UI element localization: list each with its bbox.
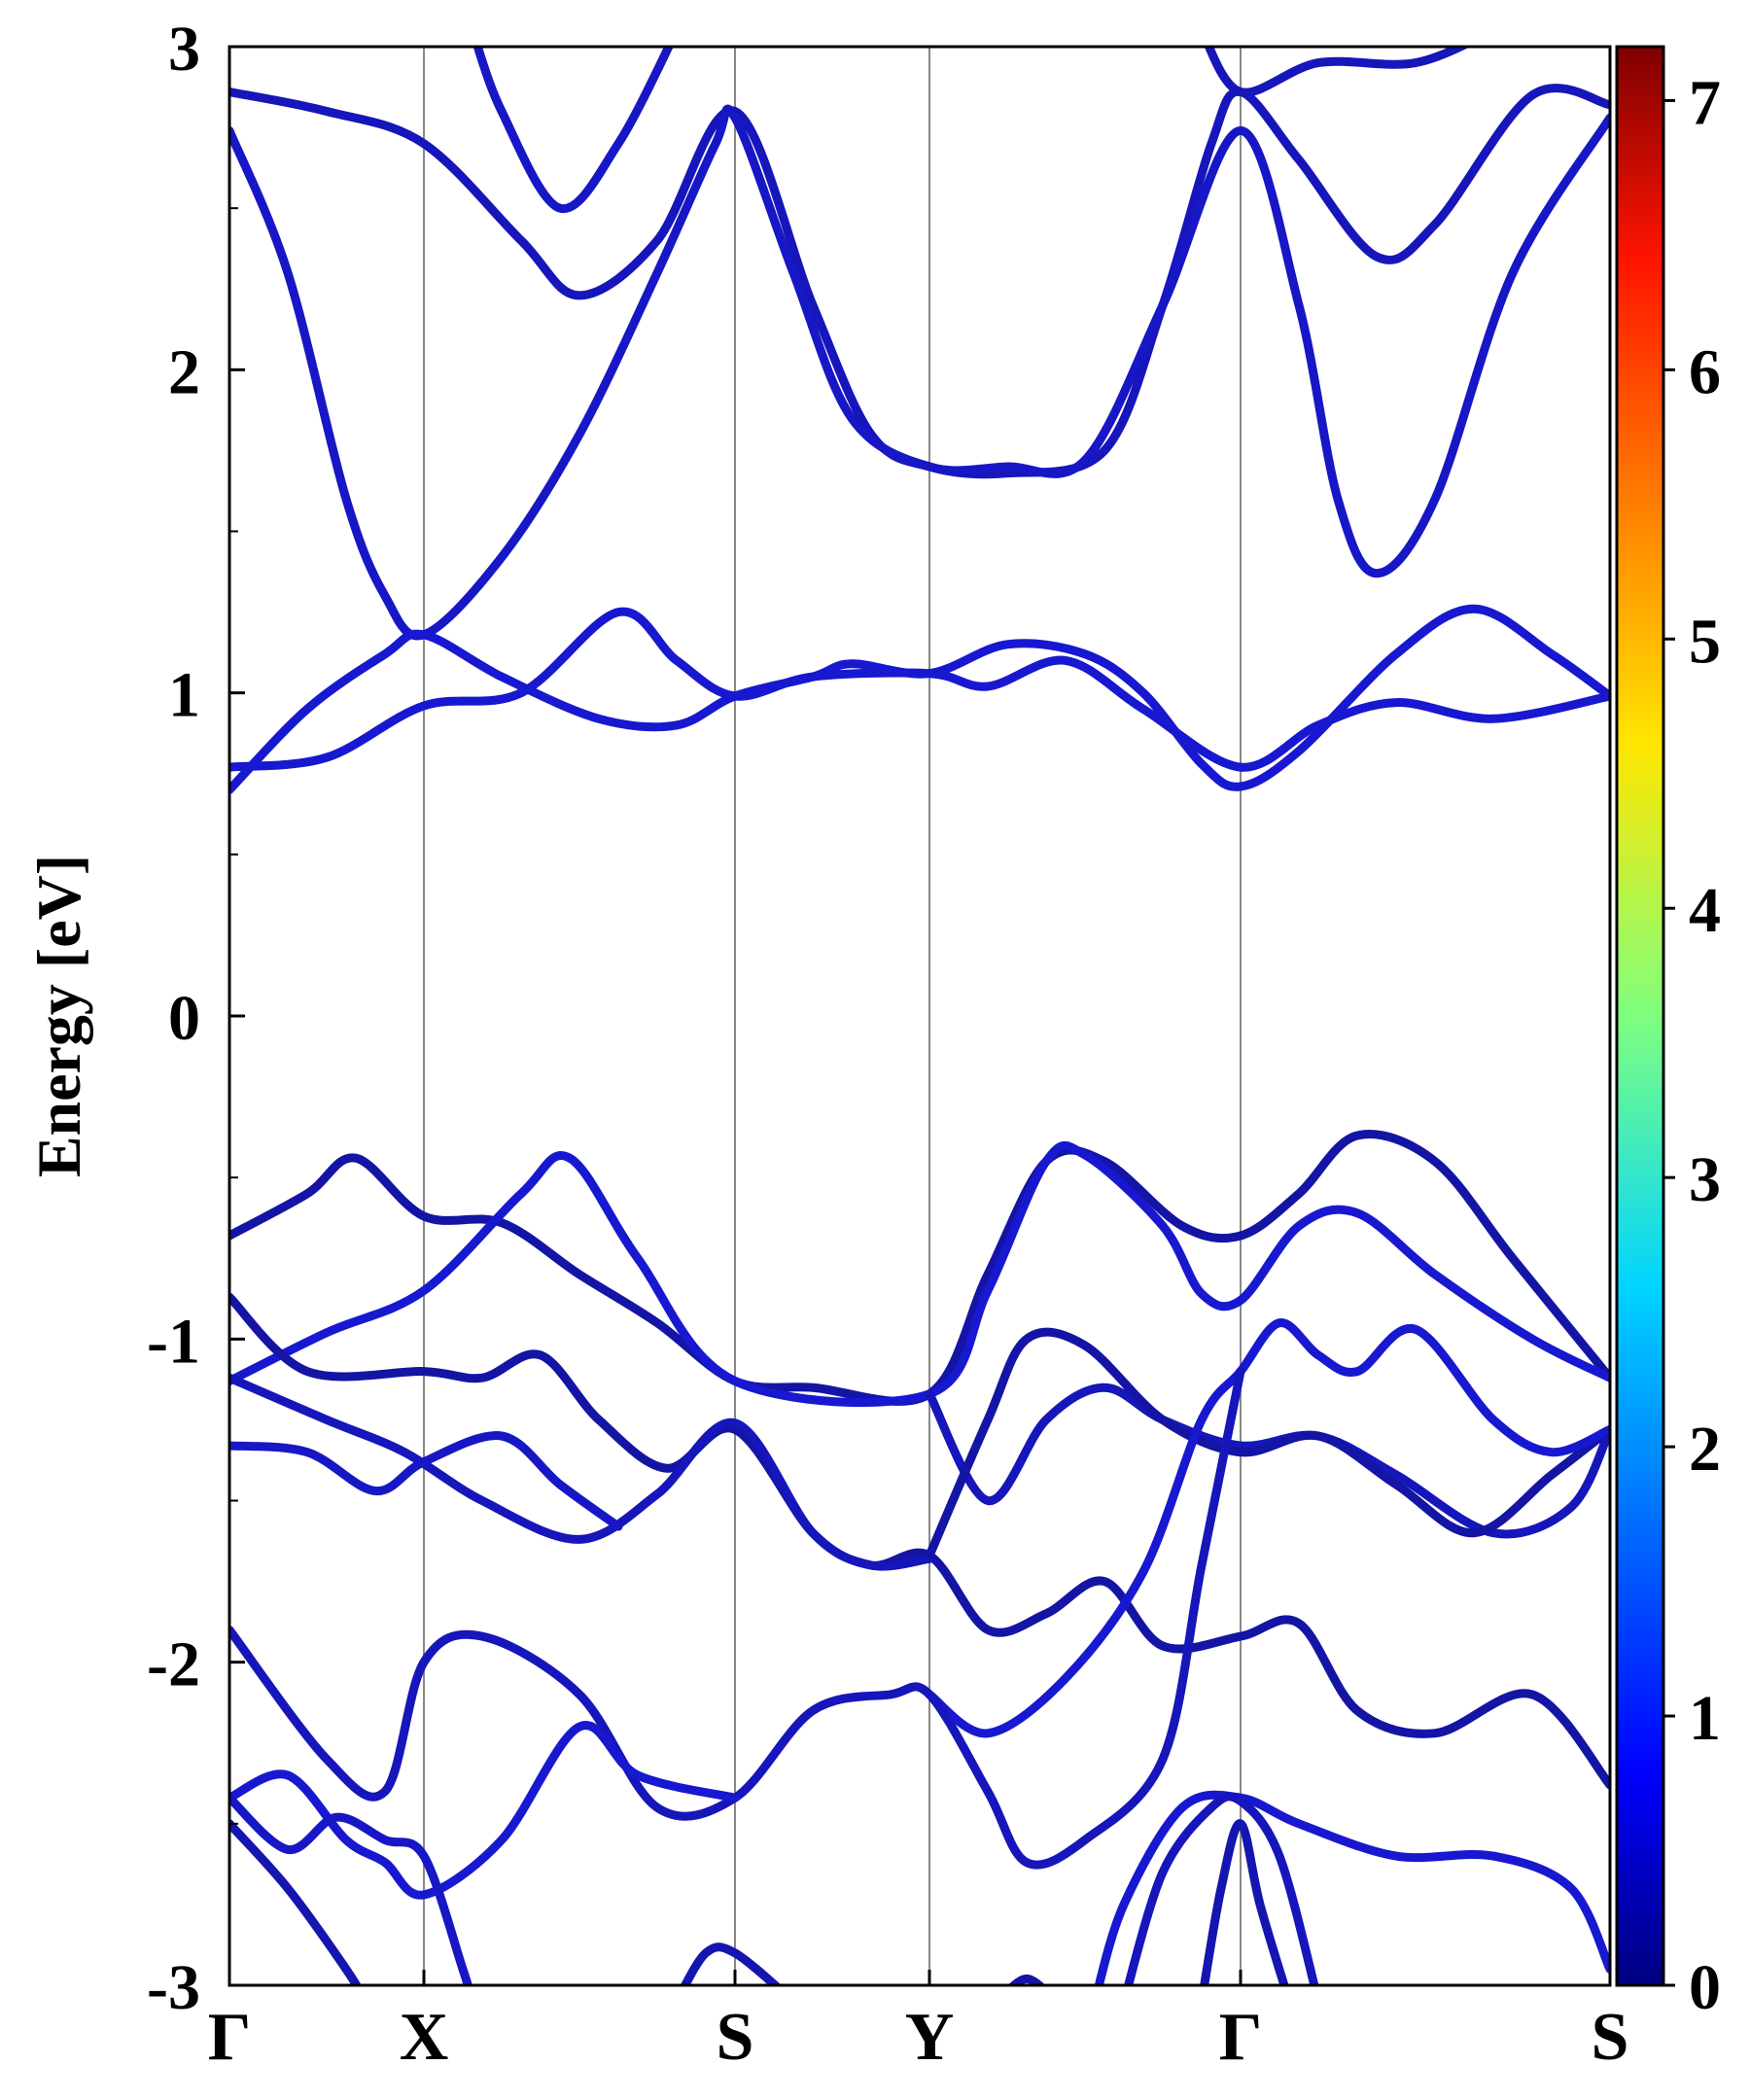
colorbar: 0 1 2 3 4 5 6 7 [1615,45,1721,2023]
colorbar-gradient [1615,45,1665,1987]
colorbar-tick-label-5: 5 [1689,606,1721,677]
band-20 [1007,1974,1046,1985]
x-tick-label-0: Γ [208,2000,252,2075]
x-tick-label-1: X [400,2000,449,2075]
colorbar-tick-label-3: 3 [1689,1144,1721,1215]
y-tick-label-4: 1 [168,660,200,731]
y-tick-label-5: 2 [168,336,200,407]
band-22 [1123,1792,1319,1985]
colorbar-tick-label-6: 6 [1689,336,1721,407]
plot-background [229,47,1610,1985]
band-18 [229,1819,362,1985]
band-17 [229,1793,473,1985]
y-axis: -3 -2 -1 0 1 2 3 [147,14,245,2023]
colorbar-tick-label-4: 4 [1689,875,1721,946]
band-lines [229,47,1610,1985]
band-19 [680,1942,783,1985]
x-tick-label-4: Γ [1219,2000,1263,2075]
band-13 [925,1327,1610,1560]
band-14 [925,1318,1610,1738]
band-23 [1200,1819,1289,1985]
band-7 [229,1130,1610,1406]
y-tick-label-6: 3 [168,14,200,85]
band-21 [1094,1790,1610,1985]
band-8 [229,1140,1610,1408]
band-16 [229,1721,740,1900]
colorbar-tick-label-1: 1 [1689,1683,1721,1754]
band-4 [1204,47,1471,97]
y-tick-label-3: 0 [168,983,200,1054]
y-axis-label: Energy [eV] [24,855,93,1177]
colorbar-tick-label-7: 7 [1689,67,1721,138]
y-tick-label-0: -3 [147,1952,200,2023]
y-tick-label-2: -1 [147,1306,200,1377]
y-tick-label-1: -2 [147,1629,200,1700]
x-tick-label-5: S [1592,2000,1629,2075]
colorbar-ticks: 0 1 2 3 4 5 6 7 [1663,67,1721,2023]
band-15 [229,1367,1245,1870]
band-11 [229,1431,623,1531]
x-tick-label-3: Y [905,2000,955,2075]
colorbar-tick-label-0: 0 [1689,1952,1721,2023]
band-3 [472,47,674,214]
band-12 [925,1382,1610,1539]
band-6 [229,607,1610,772]
x-tick-label-2: S [717,2000,754,2075]
colorbar-tick-label-2: 2 [1689,1414,1721,1485]
